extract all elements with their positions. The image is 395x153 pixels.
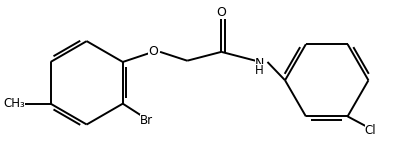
- Text: H: H: [255, 64, 263, 77]
- Text: Cl: Cl: [365, 124, 376, 137]
- Text: N: N: [254, 57, 264, 70]
- Text: Br: Br: [140, 114, 153, 127]
- Text: O: O: [216, 6, 226, 19]
- Text: O: O: [148, 45, 158, 58]
- Text: CH₃: CH₃: [3, 97, 25, 110]
